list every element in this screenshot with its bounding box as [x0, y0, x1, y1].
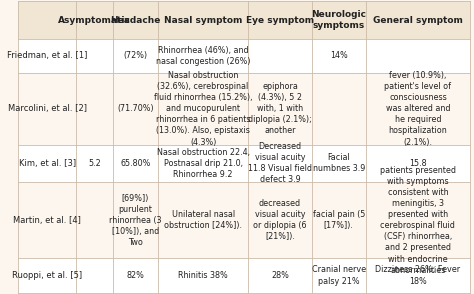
Text: Rhinorrhea (46%), and
nasal congestion (26%): Rhinorrhea (46%), and nasal congestion (…	[156, 46, 250, 66]
Text: Kim, et al. [3]: Kim, et al. [3]	[18, 159, 76, 168]
Text: decreased
visual acuity
or diplopia (6
[21%]).: decreased visual acuity or diplopia (6 […	[253, 199, 307, 241]
Text: Nasal obstruction
(32.6%), cerebrospinal
fluid rhinorrhea (15.2%),
and mucopurul: Nasal obstruction (32.6%), cerebrospinal…	[154, 71, 252, 147]
Text: 82%: 82%	[127, 271, 144, 280]
Text: epiphora
(4.3%), 5 2
with, 1 with
diplopia (2.1%);
another: epiphora (4.3%), 5 2 with, 1 with diplop…	[248, 82, 312, 136]
Text: Eye symptom: Eye symptom	[246, 16, 314, 25]
Bar	[18, 1, 470, 39]
Bar	[18, 258, 470, 293]
Text: Cranial nerve
palsy 21%: Cranial nerve palsy 21%	[312, 265, 366, 285]
Text: Ruoppi, et al. [5]: Ruoppi, et al. [5]	[12, 271, 82, 280]
Text: Dizziness 26%; Fever
18%: Dizziness 26%; Fever 18%	[375, 265, 460, 285]
Text: (72%): (72%)	[123, 51, 147, 60]
Text: Friedman, et al. [1]: Friedman, et al. [1]	[7, 51, 87, 60]
Text: Rhinitis 38%: Rhinitis 38%	[178, 271, 228, 280]
Text: [69%])
purulent
rhinorrhea (3
[10%]), and
Two: [69%]) purulent rhinorrhea (3 [10%]), an…	[109, 193, 162, 247]
Text: (71.70%): (71.70%)	[117, 104, 154, 113]
Text: Neurologic
symptoms: Neurologic symptoms	[311, 10, 366, 30]
Text: Marcolini, et al. [2]: Marcolini, et al. [2]	[8, 104, 87, 113]
Bar	[18, 182, 470, 258]
Text: 65.80%: 65.80%	[120, 159, 150, 168]
Text: General symptom: General symptom	[373, 16, 463, 25]
Text: Headache: Headache	[110, 16, 161, 25]
Text: fever (10.9%),
patient's level of
consciousness
was altered and
he required
hosp: fever (10.9%), patient's level of consci…	[384, 71, 451, 147]
Text: 5.2: 5.2	[88, 159, 101, 168]
Text: 28%: 28%	[271, 271, 289, 280]
Text: 14%: 14%	[330, 51, 347, 60]
Text: Asymptomatic: Asymptomatic	[58, 16, 131, 25]
Text: patients presented
with symptoms
consistent with
meningitis, 3
presented with
ce: patients presented with symptoms consist…	[380, 166, 456, 275]
Text: Nasal symptom: Nasal symptom	[164, 16, 242, 25]
Bar	[18, 73, 470, 145]
Text: facial pain (5
[17%]).: facial pain (5 [17%]).	[312, 210, 365, 230]
Bar	[18, 39, 470, 73]
Text: Unilateral nasal
obstruction [24%]).: Unilateral nasal obstruction [24%]).	[164, 210, 242, 230]
Text: Facial
numbnes 3.9: Facial numbnes 3.9	[312, 153, 365, 173]
Text: Decreased
visual acuity
11.8 Visual field
defect 3.9: Decreased visual acuity 11.8 Visual fiel…	[248, 142, 312, 184]
Text: Nasal obstruction 22.4,
Postnasal drip 21.0,
Rhinorrhea 9.2: Nasal obstruction 22.4, Postnasal drip 2…	[156, 148, 250, 179]
Bar	[18, 145, 470, 182]
Text: 15.8: 15.8	[409, 159, 427, 168]
Text: Martin, et al. [4]: Martin, et al. [4]	[13, 216, 81, 225]
